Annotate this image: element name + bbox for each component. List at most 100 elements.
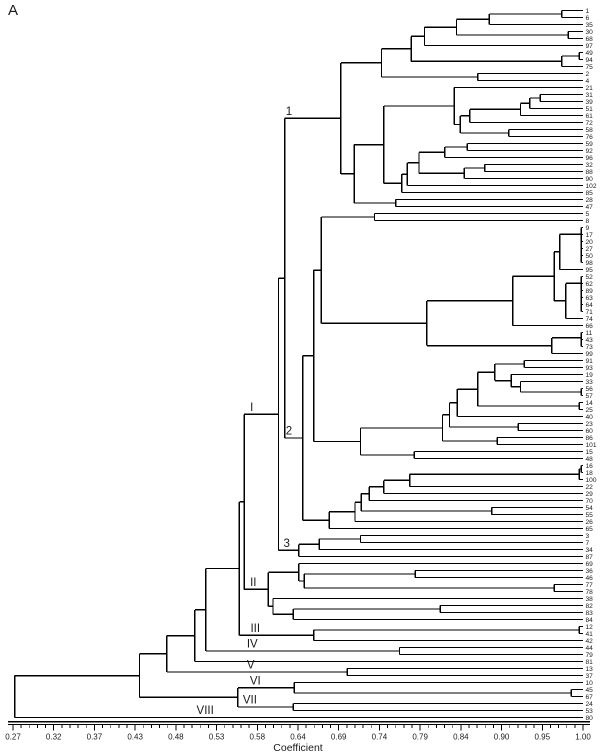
leaf-label: 58 — [586, 127, 594, 134]
leaf-label: 97 — [586, 43, 594, 50]
leaf-label: 42 — [586, 638, 594, 645]
leaf-label: 71 — [586, 309, 594, 316]
leaf-label: 8 — [586, 218, 590, 225]
leaf-label: 99 — [586, 351, 594, 358]
cluster-label: VIII — [197, 705, 214, 717]
leaf-label: 88 — [586, 169, 594, 176]
leaf-label: 102 — [586, 183, 597, 190]
panel-label: A — [8, 2, 19, 19]
leaf-label: 62 — [586, 281, 594, 288]
axis-tick-label: 0.37 — [87, 733, 103, 742]
leaf-label: 69 — [586, 561, 594, 568]
leaf-label: 93 — [586, 365, 594, 372]
leaf-label: 90 — [586, 176, 594, 183]
leaf-label: 34 — [586, 547, 594, 554]
leaf-label: 5 — [586, 211, 590, 218]
leaf-label: 55 — [586, 512, 594, 519]
leaf-label: 19 — [586, 372, 594, 379]
leaf-label: 33 — [586, 379, 594, 386]
cluster-label: 3 — [283, 538, 289, 550]
leaf-label: 70 — [586, 498, 594, 505]
leaf-label: 73 — [586, 344, 594, 351]
leaf-label: 51 — [586, 106, 594, 113]
leaf-label: 14 — [586, 400, 594, 407]
leaf-label: 85 — [586, 190, 594, 197]
axis-tick-label: 0.84 — [453, 733, 469, 742]
leaf-label: 56 — [586, 386, 594, 393]
leaf-label: 41 — [586, 631, 594, 638]
leaf-label: 52 — [586, 274, 594, 281]
leaf-label: 74 — [586, 316, 594, 323]
leaf-label: 94 — [586, 57, 594, 64]
leaf-label: 7 — [586, 540, 590, 547]
cluster-label: I — [250, 402, 253, 414]
cluster-label: III — [250, 623, 260, 635]
leaf-label: 66 — [586, 323, 594, 330]
leaf-label: 95 — [586, 267, 594, 274]
leaf-label: 25 — [586, 407, 594, 414]
leaf-label: 80 — [586, 715, 594, 722]
leaf-label: 89 — [586, 288, 594, 295]
leaf-label: 29 — [586, 491, 594, 498]
leaf-label: 92 — [586, 148, 594, 155]
axis-tick-label: 0.48 — [168, 733, 184, 742]
leaf-label: 63 — [586, 295, 594, 302]
leaf-label: 64 — [586, 302, 594, 309]
axis-tick-label: 0.90 — [494, 733, 510, 742]
axis-tick-label: 0.53 — [209, 733, 225, 742]
leaf-label: 60 — [586, 428, 594, 435]
cluster-label: V — [247, 660, 255, 672]
leaf-label: 18 — [586, 470, 594, 477]
leaf-label: 37 — [586, 673, 594, 680]
leaf-label: 13 — [586, 666, 594, 673]
axis-title: Coefficient — [273, 742, 323, 753]
leaf-label: 81 — [586, 659, 594, 666]
leaf-label: 44 — [586, 645, 594, 652]
leaf-label: 100 — [586, 477, 597, 484]
axis-tick-label: 0.58 — [249, 733, 265, 742]
tree-branches — [13, 9, 583, 719]
leaf-label: 72 — [586, 120, 594, 127]
leaf-label: 59 — [586, 141, 594, 148]
leaf-label: 101 — [586, 442, 597, 449]
axis-tick-label: 0.95 — [534, 733, 550, 742]
leaf-label: 76 — [586, 134, 594, 141]
leaf-label: 83 — [586, 610, 594, 617]
leaf-label: 50 — [586, 253, 594, 260]
leaf-label: 54 — [586, 505, 594, 512]
leaf-label: 4 — [586, 78, 590, 85]
leaf-label: 15 — [586, 449, 594, 456]
leaf-label: 40 — [586, 414, 594, 421]
leaf-label: 53 — [586, 708, 594, 715]
leaf-label: 20 — [586, 239, 594, 246]
leaf-label: 48 — [586, 456, 594, 463]
leaf-label: 26 — [586, 519, 594, 526]
leaf-label: 65 — [586, 526, 594, 533]
axis-tick-label: 0.64 — [290, 733, 306, 742]
leaf-label: 22 — [586, 484, 594, 491]
leaf-label: 57 — [586, 393, 594, 400]
leaf-label: 35 — [586, 22, 594, 29]
leaf-labels: 1635306897499475242131395161725876599296… — [586, 8, 597, 722]
leaf-label: 6 — [586, 15, 590, 22]
leaf-label: 2 — [586, 71, 590, 78]
leaf-label: 96 — [586, 155, 594, 162]
leaf-label: 79 — [586, 652, 594, 659]
leaf-label: 87 — [586, 554, 594, 561]
leaf-label: 47 — [586, 204, 594, 211]
cluster-label: 1 — [286, 106, 292, 118]
leaf-label: 68 — [586, 36, 594, 43]
leaf-label: 9 — [586, 225, 590, 232]
axis-tick-label: 0.43 — [127, 733, 143, 742]
leaf-label: 43 — [586, 337, 594, 344]
axis-tick-label: 0.69 — [331, 733, 347, 742]
leaf-label: 39 — [586, 99, 594, 106]
leaf-label: 45 — [586, 687, 594, 694]
leaf-label: 84 — [586, 617, 594, 624]
axis-tick-label: 0.74 — [372, 733, 388, 742]
leaf-label: 24 — [586, 701, 594, 708]
leaf-label: 86 — [586, 435, 594, 442]
